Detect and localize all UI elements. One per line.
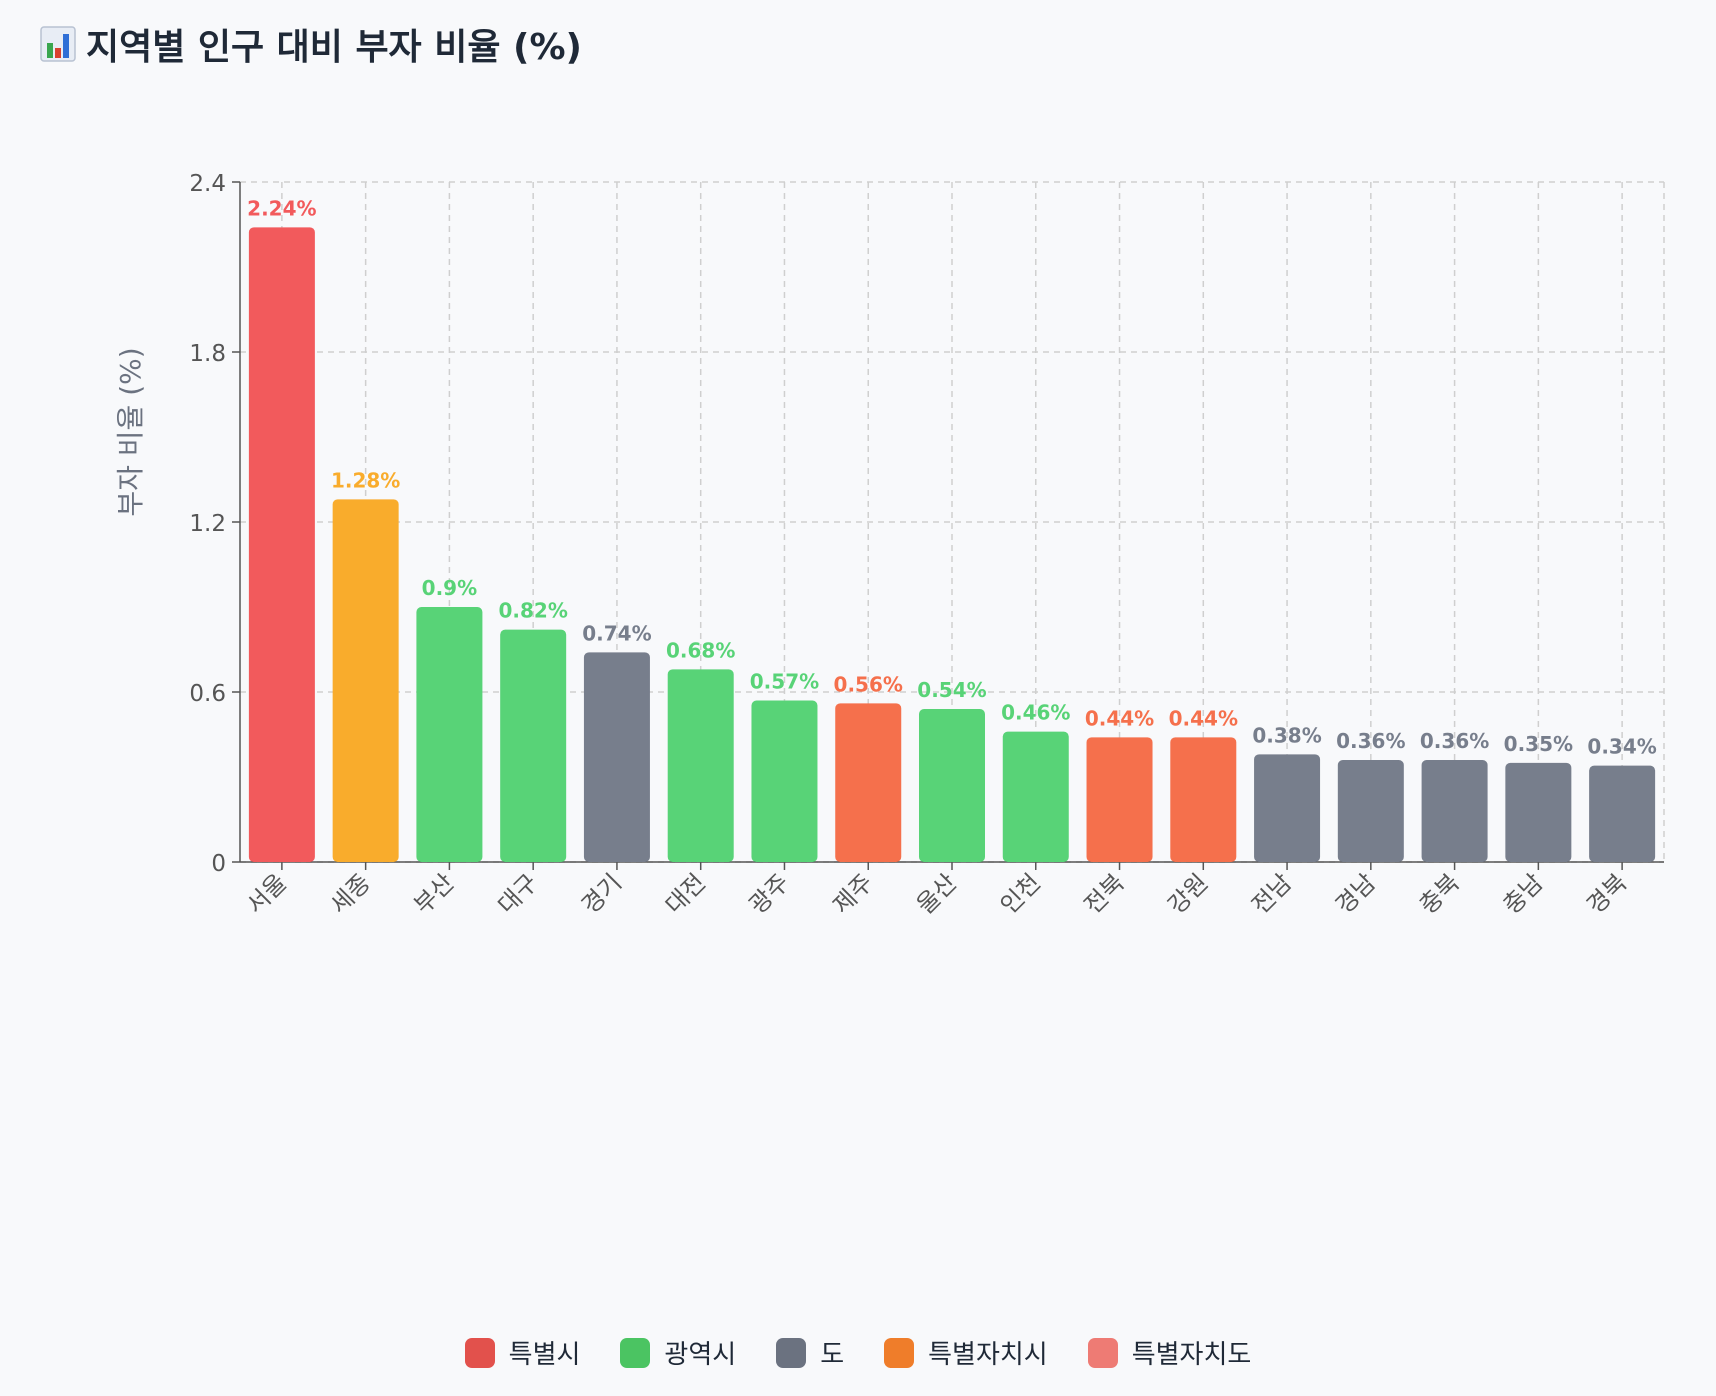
bar[interactable] [416,607,483,862]
x-tick-label: 대구 [492,868,543,919]
data-label: 0.54% [917,678,986,702]
data-label: 2.24% [247,196,316,220]
legend-swatch [884,1337,915,1368]
x-tick-label: 전북 [1079,868,1130,919]
bar[interactable] [751,700,818,863]
bar[interactable] [1589,765,1656,862]
x-tick-label: 충북 [1414,868,1465,919]
y-tick-label: 1.2 [189,511,226,537]
data-label: 0.74% [582,621,651,645]
bar-chart-icon [40,26,76,62]
x-tick-label: 부산 [409,868,460,919]
chart-title: 지역별 인구 대비 부자 비율 (%) [86,27,582,68]
data-label: 0.35% [1504,732,1573,756]
data-label: 1.28% [331,468,400,492]
x-tick-label: 세종 [325,868,376,919]
bar[interactable] [1170,737,1237,862]
data-label: 0.9% [422,576,477,600]
data-label: 0.44% [1085,706,1154,730]
x-tick-label: 전남 [1246,868,1297,919]
x-tick-label: 경남 [1330,868,1381,919]
x-tick-label: 경기 [576,868,627,919]
data-label: 0.36% [1420,729,1489,753]
legend-label: 도 [820,1340,845,1370]
data-label: 0.44% [1169,706,1238,730]
bar[interactable] [1002,731,1069,862]
data-label: 0.57% [750,670,819,694]
x-tick-label: 강원 [1163,868,1214,919]
legend-swatch [620,1337,651,1368]
legend-item[interactable]: 도 [776,1334,844,1371]
bar[interactable] [500,629,567,862]
y-tick-label: 1.8 [189,341,226,367]
x-tick-label: 경북 [1581,868,1632,919]
y-axis-label: 부자 비율 (%) [114,347,147,516]
legend-swatch [464,1337,495,1368]
y-tick-label: 2.4 [189,171,226,197]
x-tick-label: 인천 [995,868,1046,919]
chart-header: 지역별 인구 대비 부자 비율 (%) [40,18,582,70]
bars [248,227,1656,863]
legend-label: 광역시 [664,1340,737,1370]
legend-label: 특별자치도 [1131,1340,1252,1370]
legend-label: 특별시 [508,1340,581,1370]
data-labels: 2.24% 1.28% 0.9% 0.82% 0.74% 0.68% 0.57% 0.56% 0… [247,196,1657,758]
legend-swatch [776,1337,807,1368]
data-label: 0.46% [1001,701,1070,725]
data-label: 0.36% [1336,729,1405,753]
bar[interactable] [835,703,902,862]
bar[interactable] [1337,760,1404,862]
x-tick-label: 서울 [241,868,292,919]
data-label: 0.38% [1252,723,1321,747]
x-tick-label: 제주 [827,868,878,919]
y-tick-label: 0.6 [189,681,226,707]
bar[interactable] [919,709,985,862]
legend-item[interactable]: 특별자치도 [1087,1334,1252,1371]
data-label: 0.68% [666,638,735,662]
bar[interactable] [1505,762,1572,862]
legend-label: 특별자치시 [928,1340,1048,1370]
bar[interactable] [1086,737,1153,862]
y-tick-label: 0 [211,851,226,877]
bar-chart: 0 0.6 1.2 1.8 2.4 서울 세종 부산 대구 경기 대전 광주 제주 울산 인천 전북 강원 전남 경… [114,171,1665,919]
legend-swatch [1087,1337,1118,1368]
legend-item[interactable]: 광역시 [620,1334,736,1371]
legend-item[interactable]: 특별자치시 [884,1334,1048,1371]
x-tick-label: 울산 [911,868,962,919]
legend-item[interactable]: 특별시 [464,1334,581,1371]
bar[interactable] [1254,754,1321,862]
bar[interactable] [332,499,399,862]
data-label: 0.82% [498,599,567,623]
data-label: 0.56% [834,672,903,696]
bar[interactable] [1421,760,1488,862]
x-tick-label: 광주 [744,868,795,919]
data-label: 0.34% [1587,735,1656,759]
x-tick-label: 대전 [660,868,711,919]
bar[interactable] [583,652,650,862]
legend: 특별시 광역시 도 특별자치시 특별자치도 [0,1334,1716,1371]
bar[interactable] [667,669,734,862]
bar[interactable] [248,227,315,863]
x-tick-label: 충남 [1498,868,1549,919]
